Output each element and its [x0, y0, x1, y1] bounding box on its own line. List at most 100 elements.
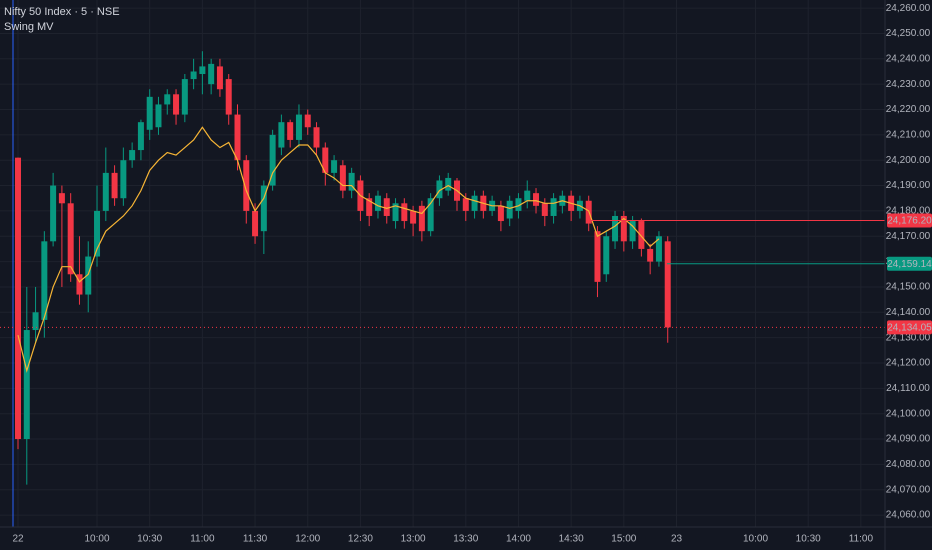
- candle-body: [129, 150, 136, 161]
- x-tick-label: 14:30: [559, 534, 584, 545]
- candle-body: [260, 185, 267, 232]
- candle-body: [32, 312, 39, 331]
- candle-body: [497, 205, 504, 222]
- candle-body: [647, 248, 654, 262]
- candle-body: [120, 160, 127, 199]
- candle-body: [76, 274, 83, 295]
- candle-body: [524, 190, 531, 201]
- candle-body: [348, 172, 355, 191]
- candle-body: [216, 66, 223, 90]
- y-tick-label: 24,190.00: [886, 180, 931, 191]
- candle-body: [436, 180, 443, 199]
- candle-body: [541, 203, 548, 216]
- y-tick-label: 24,220.00: [886, 104, 931, 115]
- candle-body: [366, 198, 373, 216]
- indicator-name: Swing MV: [4, 21, 54, 33]
- x-tick-label: 12:30: [348, 534, 373, 545]
- candle-body: [243, 160, 250, 211]
- candle-body: [41, 241, 48, 320]
- chart-title: Nifty 50 Index · 5 · NSE: [4, 6, 120, 18]
- candle-body: [603, 236, 610, 275]
- y-tick-label: 24,060.00: [886, 510, 931, 521]
- candle-body: [181, 79, 188, 115]
- candle-body: [401, 203, 408, 222]
- y-tick-label: 24,260.00: [886, 3, 931, 14]
- price-label-box: [887, 320, 932, 335]
- candle-body: [427, 198, 434, 232]
- candle-body: [339, 165, 346, 191]
- candle-body: [629, 221, 636, 242]
- candle-body: [269, 134, 276, 186]
- y-tick-label: 24,200.00: [886, 155, 931, 166]
- x-tick-label: 12:00: [295, 534, 320, 545]
- x-tick-label: 15:00: [611, 534, 636, 545]
- y-tick-label: 24,070.00: [886, 484, 931, 495]
- candle-body: [50, 185, 57, 242]
- candle-body: [155, 104, 162, 128]
- x-tick-label: 10:30: [796, 534, 821, 545]
- price-label: 24,176.20: [887, 216, 932, 227]
- plot: [0, 51, 885, 485]
- price-label: 24,134.05: [887, 323, 932, 334]
- y-tick-label: 24,120.00: [886, 358, 931, 369]
- candle-body: [199, 66, 206, 75]
- candle-body: [234, 114, 241, 161]
- x-tick-label: 13:00: [401, 534, 426, 545]
- candle-body: [23, 330, 30, 440]
- y-tick-label: 24,130.00: [886, 332, 931, 343]
- x-tick-label: 13:30: [453, 534, 478, 545]
- candle-body: [462, 198, 469, 211]
- candle-body: [295, 114, 302, 140]
- x-tick-label: 11:30: [243, 534, 268, 545]
- candle-body: [418, 205, 425, 232]
- candle-body: [164, 94, 171, 105]
- candle-body: [225, 79, 232, 115]
- y-tick-label: 24,080.00: [886, 459, 931, 470]
- candle-body: [15, 157, 21, 440]
- candle-body: [550, 198, 557, 216]
- x-tick-label: 11:00: [849, 534, 874, 545]
- candle-body: [533, 193, 540, 206]
- candle-body: [208, 63, 215, 85]
- candle-body: [313, 127, 320, 148]
- candle-body: [94, 210, 101, 257]
- y-tick-label: 24,210.00: [886, 129, 931, 140]
- y-tick-label: 24,110.00: [886, 383, 930, 394]
- candle-body: [471, 195, 478, 211]
- candle-body: [655, 236, 662, 262]
- price-label: 24,159.14: [887, 259, 932, 270]
- x-tick-label: 14:00: [506, 534, 531, 545]
- candle-body: [638, 221, 645, 249]
- y-tick-label: 24,240.00: [886, 53, 931, 64]
- candle-body: [85, 256, 92, 295]
- indicator-line: [17, 126, 660, 373]
- candle-body: [173, 94, 180, 115]
- x-tick-label: 11:00: [190, 534, 215, 545]
- candle-body: [331, 160, 338, 173]
- y-tick-label: 24,100.00: [886, 408, 931, 419]
- price-label-box: [887, 256, 932, 271]
- candle-body: [445, 177, 452, 191]
- candle-body: [287, 122, 294, 140]
- x-tick-label: 10:30: [137, 534, 162, 545]
- x-tick-label: 23: [671, 534, 683, 545]
- candle-body: [278, 122, 285, 148]
- candle-body: [383, 198, 390, 216]
- candle-body: [506, 200, 513, 219]
- y-tick-label: 24,150.00: [886, 282, 931, 293]
- candle-body: [146, 96, 153, 130]
- candle-body: [620, 215, 627, 242]
- candle-body: [664, 241, 671, 328]
- grid: [0, 0, 885, 527]
- x-tick-label: 10:00: [743, 534, 768, 545]
- candle-body: [612, 215, 619, 242]
- candle-body: [410, 210, 417, 224]
- y-tick-label: 24,250.00: [886, 28, 931, 39]
- candle-body: [58, 193, 65, 204]
- candle-body: [594, 231, 601, 282]
- candle-body: [392, 203, 399, 222]
- candle-body: [252, 210, 259, 237]
- y-tick-label: 24,180.00: [886, 206, 931, 217]
- candle-body: [137, 122, 144, 151]
